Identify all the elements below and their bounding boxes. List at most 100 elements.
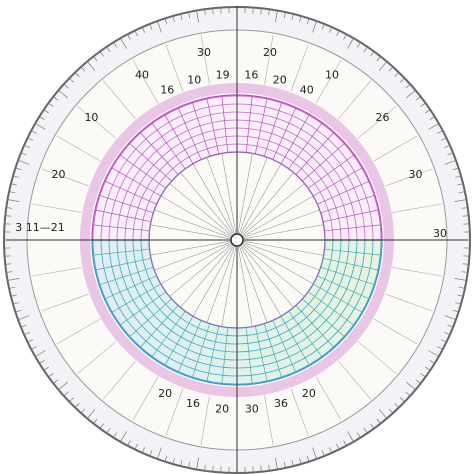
scale-tick bbox=[336, 30, 340, 37]
grid-spoke bbox=[295, 132, 335, 175]
scale-tick bbox=[356, 432, 361, 438]
scale-tick bbox=[376, 418, 381, 424]
ring-label: 30 bbox=[409, 168, 423, 181]
inner-spoke bbox=[154, 241, 232, 271]
grid-spoke bbox=[98, 194, 154, 214]
scale-tick bbox=[454, 278, 467, 281]
inner-spoke bbox=[221, 153, 237, 235]
grid-spoke bbox=[302, 142, 345, 182]
inner-spoke bbox=[242, 242, 314, 285]
inner-spoke bbox=[192, 245, 235, 317]
scale-tick bbox=[429, 359, 435, 364]
scale-tick bbox=[74, 72, 80, 77]
top-label: 40 bbox=[300, 83, 314, 96]
scale-tick bbox=[212, 8, 214, 15]
scale-tick bbox=[17, 315, 30, 321]
scale-tick bbox=[458, 286, 465, 289]
scale-tick bbox=[7, 278, 20, 281]
scale-tick bbox=[461, 271, 468, 273]
scale-tick bbox=[268, 464, 270, 471]
bottom-label: 20 bbox=[215, 402, 229, 415]
scale-tick bbox=[444, 315, 457, 321]
scale-tick bbox=[43, 109, 50, 114]
inner-spoke bbox=[242, 241, 320, 271]
inner-spoke bbox=[206, 245, 236, 323]
scale-tick bbox=[106, 427, 111, 434]
grid-spoke bbox=[254, 326, 268, 382]
outer-spoke bbox=[165, 44, 184, 92]
scale-tick bbox=[196, 457, 199, 470]
inner-spoke bbox=[180, 172, 234, 236]
scale-tick bbox=[347, 38, 354, 49]
scale-tick bbox=[275, 457, 278, 470]
outer-spoke bbox=[165, 388, 184, 436]
scale-tick bbox=[329, 447, 333, 453]
outer-spoke bbox=[264, 395, 274, 445]
scale-tick bbox=[149, 23, 153, 30]
scale-tick bbox=[99, 423, 104, 429]
outer-spoke bbox=[41, 293, 89, 312]
scale-tick bbox=[39, 116, 45, 121]
outer-spoke bbox=[200, 35, 210, 85]
scale-tick bbox=[9, 286, 16, 289]
scale-tick bbox=[312, 20, 318, 33]
scale-tick bbox=[447, 324, 454, 328]
scale-tick bbox=[53, 379, 59, 384]
grid-spoke bbox=[191, 323, 211, 379]
outer-spoke bbox=[264, 35, 274, 85]
outer-spoke bbox=[77, 341, 117, 374]
ring-label: 20 bbox=[51, 168, 65, 181]
scale-tick bbox=[462, 215, 469, 217]
scale-tick bbox=[7, 199, 20, 202]
bottom-label: 16 bbox=[186, 397, 200, 410]
top-label: 16 bbox=[160, 83, 174, 96]
outer-spoke bbox=[103, 80, 136, 120]
scale-tick bbox=[48, 373, 54, 378]
scale-tick bbox=[321, 450, 325, 457]
scale-tick bbox=[444, 332, 450, 336]
scale-tick bbox=[291, 460, 294, 467]
grid-spoke bbox=[119, 154, 167, 189]
scale-tick bbox=[424, 366, 431, 371]
scale-tick bbox=[17, 159, 30, 165]
scale-tick bbox=[204, 464, 206, 471]
scale-tick bbox=[268, 9, 270, 16]
left-label: 3 11—21 bbox=[15, 221, 65, 234]
outer-spoke bbox=[392, 267, 442, 277]
bottom-label: 20 bbox=[158, 387, 172, 400]
scale-tick bbox=[440, 137, 447, 141]
ring-label: 20 bbox=[263, 46, 277, 59]
ring-label: 10 bbox=[325, 68, 339, 81]
bottom-label: 36 bbox=[274, 397, 288, 410]
outer-spoke bbox=[32, 267, 82, 277]
scale-tick bbox=[31, 346, 37, 350]
scale-tick bbox=[27, 137, 34, 141]
scale-tick bbox=[420, 373, 426, 378]
outer-spoke bbox=[290, 388, 309, 436]
scale-tick bbox=[356, 42, 361, 48]
scale-tick bbox=[336, 443, 340, 450]
inner-spoke bbox=[154, 209, 232, 239]
scale-tick bbox=[378, 61, 388, 71]
scale-tick bbox=[343, 440, 347, 446]
outer-spoke bbox=[32, 203, 82, 213]
scale-tick bbox=[172, 15, 175, 22]
scale-tick bbox=[6, 271, 13, 273]
center-hub bbox=[230, 233, 244, 247]
outer-spoke bbox=[315, 376, 342, 421]
scale-tick bbox=[24, 332, 30, 336]
outer-spoke bbox=[357, 341, 397, 374]
scale-tick bbox=[283, 12, 286, 19]
scale-tick bbox=[106, 46, 111, 53]
grid-spoke bbox=[245, 95, 253, 153]
scale-tick bbox=[5, 215, 12, 217]
grid-spoke bbox=[313, 167, 363, 197]
grid-spoke bbox=[280, 316, 310, 366]
scale-tick bbox=[420, 102, 426, 107]
scale-tick bbox=[291, 13, 294, 20]
scale-tick bbox=[20, 324, 27, 328]
scale-tick bbox=[388, 66, 394, 72]
scale-tick bbox=[63, 83, 69, 89]
grid-spoke bbox=[98, 266, 154, 286]
outer-spoke bbox=[132, 376, 159, 421]
